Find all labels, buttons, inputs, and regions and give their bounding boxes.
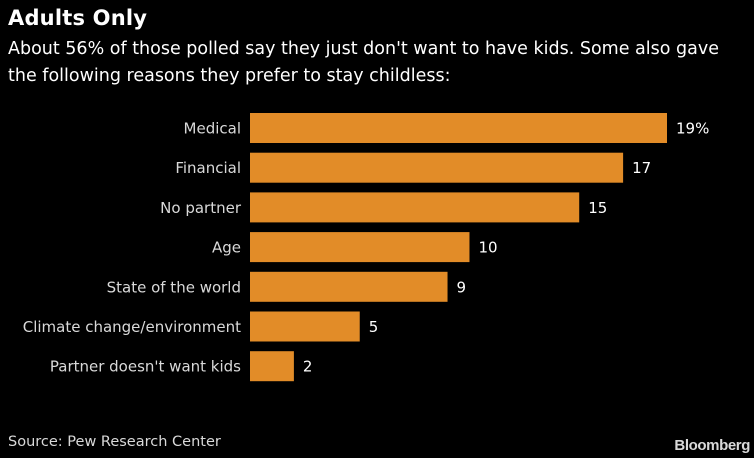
value-label: 19%: [676, 120, 709, 138]
category-label: Financial: [175, 159, 241, 177]
value-label: 15: [588, 199, 607, 217]
category-label: Partner doesn't want kids: [50, 358, 241, 376]
chart-title: Adults Only: [8, 6, 148, 30]
bar-chart: Medical 19% Financial 17 No partner 15 Age 10 St…: [23, 113, 709, 382]
bar: [250, 311, 360, 342]
value-label: 9: [457, 278, 467, 296]
chart-subtitle: About 56% of those polled say they just …: [8, 39, 719, 86]
bar: [250, 351, 294, 382]
value-label: 5: [369, 318, 379, 336]
category-label: Age: [212, 239, 241, 257]
bloomberg-logo: Bloomberg: [674, 437, 750, 454]
category-label: Climate change/environment: [23, 318, 241, 336]
category-label: State of the world: [107, 278, 241, 296]
category-label: No partner: [160, 199, 242, 217]
value-label: 2: [303, 358, 313, 376]
bar: [250, 152, 624, 183]
source-note: Source: Pew Research Center: [8, 434, 221, 450]
bar: [250, 271, 448, 302]
category-label: Medical: [184, 120, 241, 138]
bar: [250, 192, 580, 223]
value-label: 10: [478, 239, 497, 257]
value-label: 17: [632, 159, 651, 177]
bar: [250, 113, 667, 143]
bar: [250, 232, 470, 263]
